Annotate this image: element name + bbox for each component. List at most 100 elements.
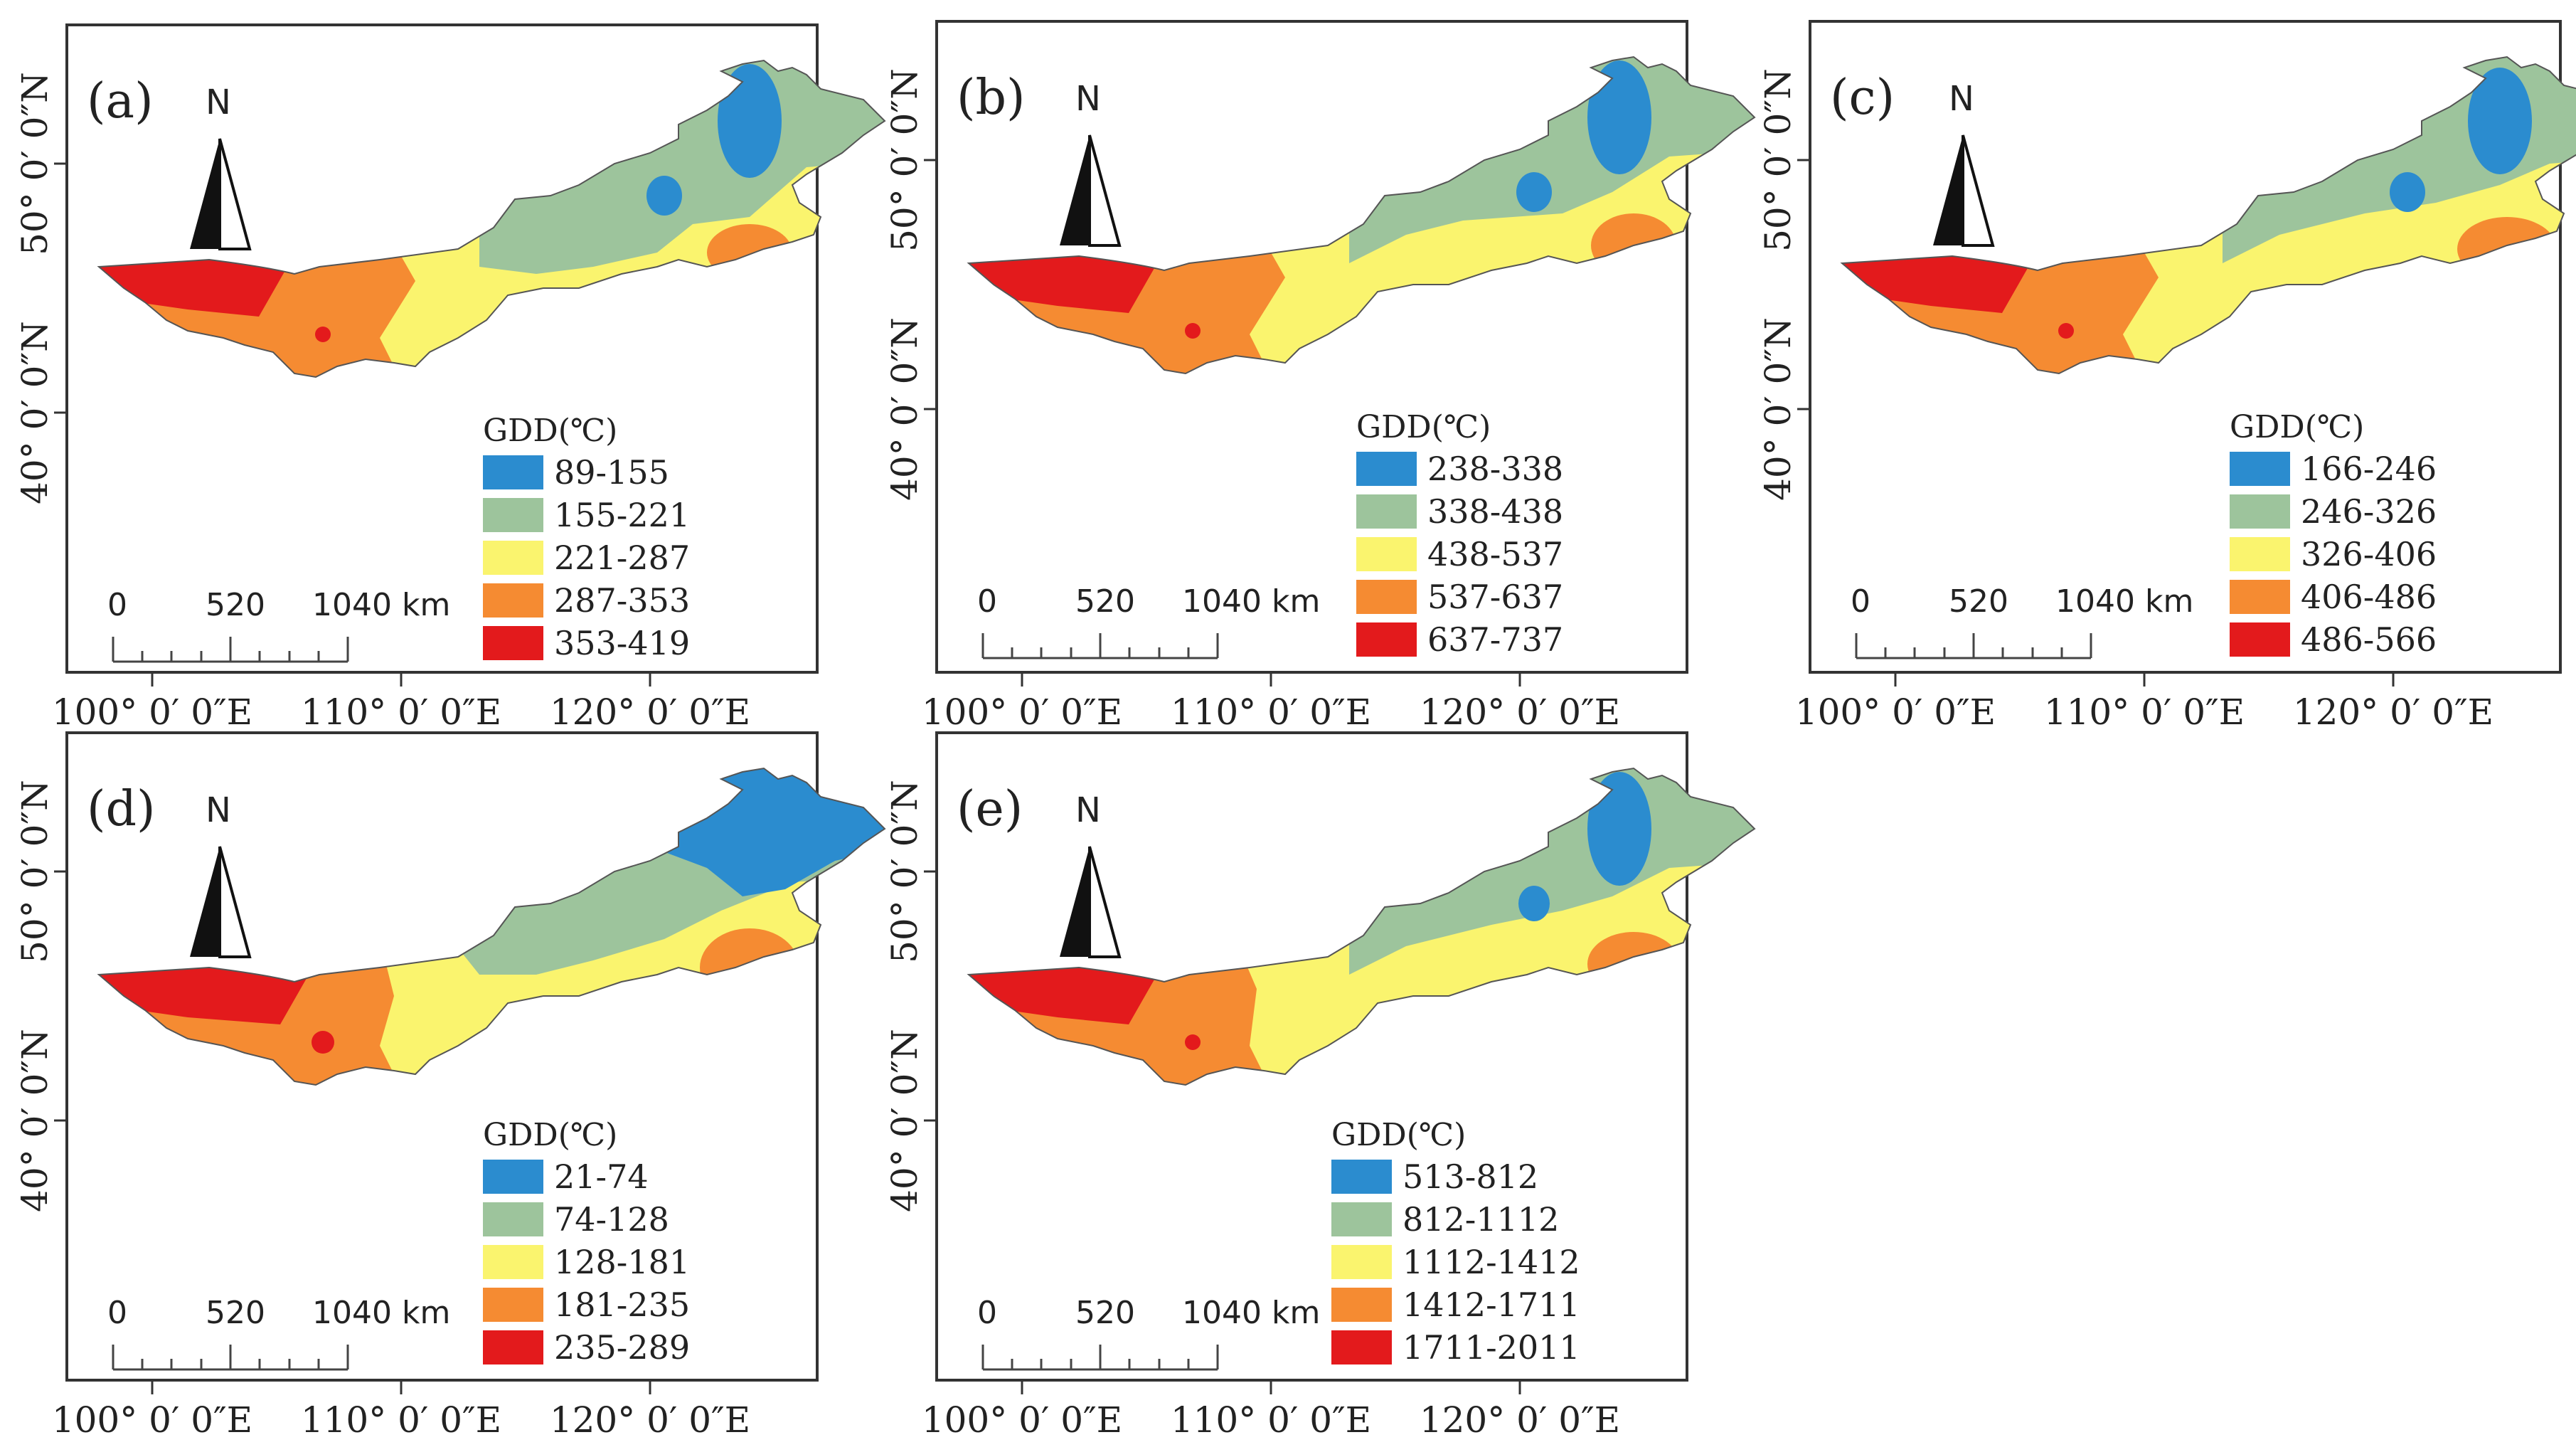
- legend-swatch-4: [483, 1288, 543, 1322]
- scale-label-0: 0: [107, 587, 127, 623]
- lon-label-120: 120° 0′ 0″E: [1420, 691, 1620, 733]
- map-panel-d: (d) N 0 520 1040 km: [14, 731, 886, 1441]
- north-arrow: N: [1060, 79, 1122, 247]
- north-label: N: [206, 83, 231, 122]
- legend-swatch-3: [483, 1245, 543, 1279]
- legend-class-2: 74-128: [554, 1200, 669, 1239]
- lat-label-50: 50° 0′ 0″N: [14, 72, 55, 255]
- scale-label-0: 0: [1851, 583, 1870, 620]
- map-panel-a: (a) N 0 520 1040 km: [14, 23, 886, 733]
- legend-class-5: 235-289: [554, 1328, 690, 1367]
- legend-class-4: 1412-1711: [1403, 1286, 1580, 1324]
- legend-swatch-2: [2230, 494, 2290, 529]
- legend-swatch-1: [2230, 452, 2290, 486]
- legend-swatch-1: [483, 455, 543, 489]
- lon-label-110: 110° 0′ 0″E: [1171, 1399, 1371, 1441]
- scale-bar: 0 520 1040 km: [977, 1295, 1320, 1371]
- legend-class-2: 246-326: [2301, 492, 2437, 531]
- legend-swatch-5: [1356, 622, 1417, 657]
- legend-title: GDD(℃): [1331, 1117, 1466, 1153]
- legend-class-4: 181-235: [554, 1286, 690, 1324]
- legend-class-1: 21-74: [554, 1157, 649, 1196]
- scale-label-0: 0: [107, 1295, 127, 1331]
- north-label: N: [1075, 79, 1101, 119]
- lon-label-110: 110° 0′ 0″E: [2044, 691, 2245, 733]
- legend-class-1: 513-812: [1403, 1157, 1538, 1196]
- scale-label-0: 0: [977, 1295, 997, 1331]
- north-arrow: N: [1933, 79, 1995, 247]
- legend-class-4: 406-486: [2301, 578, 2437, 616]
- legend-swatch-1: [483, 1160, 543, 1194]
- legend-class-3: 128-181: [554, 1243, 690, 1281]
- north-arrow: N: [190, 83, 252, 250]
- legend: GDD(℃) 21-74 74-128 128-181 181-235 235-…: [483, 1117, 690, 1367]
- map-panel-b: (b) N 0 520 1040 km: [884, 20, 1756, 733]
- lat-label-40: 40° 0′ 0″N: [14, 1029, 55, 1212]
- lat-label-40: 40° 0′ 0″N: [884, 1029, 925, 1212]
- legend-class-5: 486-566: [2301, 620, 2437, 659]
- latitude-ticks: 50° 0′ 0″N 40° 0′ 0″N: [14, 780, 67, 1212]
- legend-title: GDD(℃): [483, 1117, 617, 1153]
- legend-class-5: 353-419: [554, 624, 690, 662]
- legend-swatch-5: [483, 626, 543, 660]
- legend-swatch-4: [483, 583, 543, 618]
- legend-class-3: 326-406: [2301, 535, 2437, 573]
- legend: GDD(℃) 166-246 246-326 326-406 406-486 4…: [2230, 409, 2437, 659]
- scale-label-1040: 1040 km: [2055, 583, 2193, 620]
- scale-label-520: 520: [206, 1295, 265, 1331]
- lat-label-50: 50° 0′ 0″N: [884, 68, 925, 252]
- scale-bar: 0 520 1040 km: [1851, 583, 2193, 659]
- latitude-ticks: 50° 0′ 0″N 40° 0′ 0″N: [884, 780, 937, 1212]
- scale-label-520: 520: [1075, 1295, 1135, 1331]
- legend-swatch-3: [1331, 1245, 1392, 1279]
- panel-label: (c): [1830, 70, 1895, 126]
- scale-label-1040: 1040 km: [312, 1295, 450, 1331]
- legend-class-2: 155-221: [554, 496, 690, 534]
- scale-label-520: 520: [1075, 583, 1135, 620]
- map-panel-c: (c) N 0 520 1040 km: [1757, 20, 2576, 733]
- legend-class-3: 438-537: [1427, 535, 1563, 573]
- lon-label-120: 120° 0′ 0″E: [1420, 1399, 1620, 1441]
- legend-class-5: 1711-2011: [1403, 1328, 1580, 1367]
- lat-label-40: 40° 0′ 0″N: [1757, 317, 1799, 501]
- legend-swatch-3: [1356, 537, 1417, 571]
- lat-label-50: 50° 0′ 0″N: [1757, 68, 1799, 252]
- lon-label-110: 110° 0′ 0″E: [301, 1399, 501, 1441]
- north-arrow: N: [1060, 790, 1122, 958]
- scale-label-0: 0: [977, 583, 997, 620]
- scale-label-1040: 1040 km: [1182, 583, 1320, 620]
- legend-class-2: 338-438: [1427, 492, 1563, 531]
- legend-swatch-2: [1356, 494, 1417, 529]
- north-label: N: [1075, 790, 1101, 830]
- lat-label-50: 50° 0′ 0″N: [884, 780, 925, 963]
- legend-swatch-3: [2230, 537, 2290, 571]
- lat-label-40: 40° 0′ 0″N: [884, 317, 925, 501]
- legend-class-1: 238-338: [1427, 450, 1563, 488]
- lon-label-110: 110° 0′ 0″E: [1171, 691, 1371, 733]
- scale-label-1040: 1040 km: [1182, 1295, 1320, 1331]
- lon-label-100: 100° 0′ 0″E: [922, 1399, 1122, 1441]
- longitude-ticks: 100° 0′ 0″E 110° 0′ 0″E 120° 0′ 0″E: [922, 672, 1620, 733]
- longitude-ticks: 100° 0′ 0″E 110° 0′ 0″E 120° 0′ 0″E: [1795, 672, 2493, 733]
- legend-swatch-5: [1331, 1330, 1392, 1364]
- lat-label-50: 50° 0′ 0″N: [14, 780, 55, 963]
- legend-class-3: 1112-1412: [1403, 1243, 1580, 1281]
- legend: GDD(℃) 89-155 155-221 221-287 287-353 35…: [483, 413, 690, 662]
- panel-label: (e): [957, 781, 1023, 837]
- map-panel-e: (e) N 0 520 1040 km: [884, 731, 1756, 1441]
- latitude-ticks: 50° 0′ 0″N 40° 0′ 0″N: [14, 72, 67, 504]
- legend-swatch-2: [1331, 1202, 1392, 1236]
- panel-label: (b): [957, 70, 1026, 126]
- legend-class-2: 812-1112: [1403, 1200, 1559, 1239]
- legend-swatch-4: [1356, 580, 1417, 614]
- legend-swatch-2: [483, 498, 543, 532]
- north-arrow: N: [190, 790, 252, 958]
- lon-label-120: 120° 0′ 0″E: [550, 691, 750, 733]
- legend-class-1: 166-246: [2301, 450, 2437, 488]
- latitude-ticks: 50° 0′ 0″N 40° 0′ 0″N: [884, 68, 937, 501]
- north-label: N: [1949, 79, 1974, 119]
- lon-label-110: 110° 0′ 0″E: [301, 691, 501, 733]
- lon-label-100: 100° 0′ 0″E: [52, 691, 252, 733]
- legend-swatch-4: [2230, 580, 2290, 614]
